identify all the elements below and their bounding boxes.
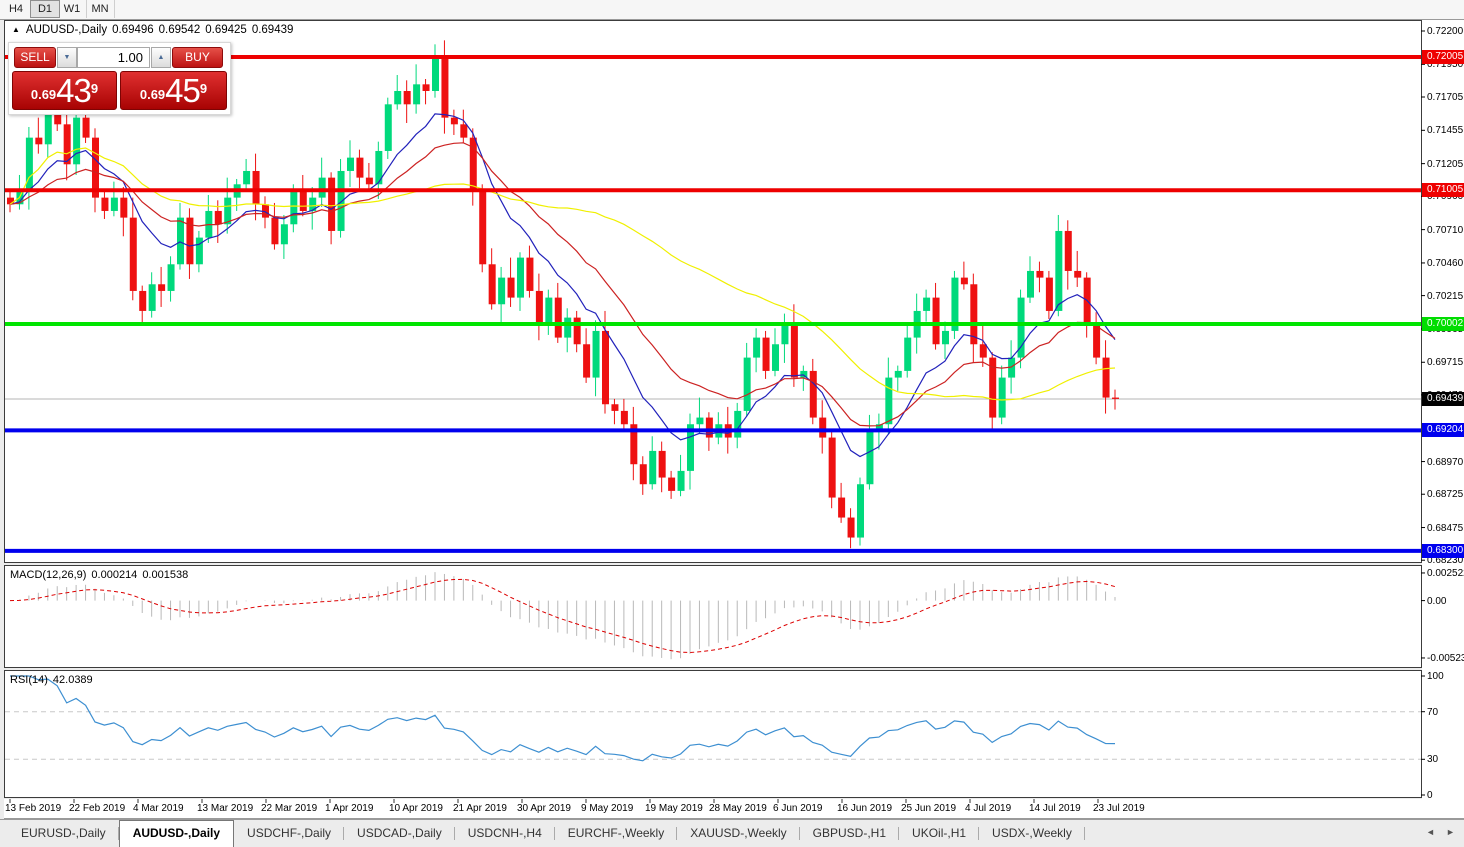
date-tick-label: 9 May 2019 — [581, 803, 634, 814]
rsi-label: RSI(14) 42.0389 — [10, 674, 98, 686]
date-tick-label: 19 May 2019 — [645, 803, 703, 814]
ohlc-low: 0.69425 — [205, 24, 247, 36]
macd-panel — [4, 565, 1422, 668]
chart-tab-bar: ◄ ► EURUSD-,Daily AUDUSD-,Daily USDCHF-,Da… — [0, 819, 1464, 847]
date-tick-label: 25 Jun 2019 — [901, 803, 957, 814]
rsi-scale-label: 100 — [1427, 671, 1444, 682]
price-level-badge: 0.71005 — [1422, 183, 1464, 198]
rsi-value: 42.0389 — [52, 674, 93, 686]
price-tick-label: 0.68970 — [1427, 456, 1464, 468]
price-level-badge: 0.69439 — [1422, 392, 1464, 407]
sell-price-button[interactable]: 0.69 43 9 — [12, 71, 117, 110]
macd-label: MACD(12,26,9) 0.000214 0.001538 — [10, 569, 193, 581]
price-level-badge: 0.69204 — [1422, 423, 1464, 438]
price-tick-label: 0.69715 — [1427, 357, 1464, 369]
chart-tab-eurchf-weekly[interactable]: EURCHF-,Weekly — [555, 821, 678, 845]
price-tick-label: 0.70460 — [1427, 257, 1464, 269]
buy-price-button[interactable]: 0.69 45 9 — [120, 71, 227, 110]
date-tick-label: 6 Jun 2019 — [773, 803, 823, 814]
price-level-badge: 0.68300 — [1422, 543, 1464, 558]
sell-button[interactable]: SELL — [14, 47, 56, 68]
timeframe-button-d1[interactable]: D1 — [30, 0, 60, 18]
ohlc-open: 0.69496 — [112, 24, 154, 36]
price-tick-label: 0.71705 — [1427, 91, 1464, 103]
date-tick-label: 10 Apr 2019 — [389, 803, 443, 814]
sell-price-big: 43 — [56, 72, 92, 109]
date-tick-label: 28 May 2019 — [709, 803, 767, 814]
price-chart-panel — [4, 20, 1422, 563]
date-axis — [4, 799, 1464, 819]
chart-tab-xauusd-weekly[interactable]: XAUUSD-,Weekly — [677, 821, 801, 845]
buy-price-prefix: 0.69 — [139, 87, 166, 102]
price-tick-label: 0.68725 — [1427, 489, 1464, 501]
price-level-badge: 0.72005 — [1422, 50, 1464, 64]
sell-price-prefix: 0.69 — [30, 87, 57, 102]
price-axis — [1422, 20, 1464, 799]
chart-tab-usdx-weekly[interactable]: USDX-,Weekly — [979, 821, 1085, 845]
chart-tab-eurusd-daily[interactable]: EURUSD-,Daily — [8, 821, 119, 845]
price-tick-label: 0.68475 — [1427, 522, 1464, 534]
volume-input[interactable] — [77, 47, 150, 68]
date-tick-label: 23 Jul 2019 — [1093, 803, 1145, 814]
timeframe-button-h4[interactable]: H4 — [2, 0, 31, 18]
date-tick-label: 22 Feb 2019 — [69, 803, 126, 814]
price-tick-label: 0.70710 — [1427, 224, 1464, 236]
chart-tab-ukoil-h1[interactable]: UKOil-,H1 — [899, 821, 980, 845]
timeframe-button-w1[interactable]: W1 — [58, 0, 87, 18]
chart-tab-audusd-daily[interactable]: AUDUSD-,Daily — [118, 820, 235, 847]
price-tick-label: 0.71455 — [1427, 125, 1464, 137]
date-tick-label: 1 Apr 2019 — [325, 803, 374, 814]
macd-scale-label: 0.002522 — [1427, 567, 1464, 579]
rsi-scale-label: 70 — [1427, 706, 1439, 718]
date-tick-label: 16 Jun 2019 — [837, 803, 893, 814]
timeframe-button-mn[interactable]: MN — [86, 0, 115, 18]
date-tick-label: 13 Feb 2019 — [5, 803, 62, 814]
collapse-trade-panel-icon[interactable]: ▲ — [12, 25, 20, 34]
chevron-up-icon: ▲ — [157, 54, 165, 61]
ohlc-high: 0.69542 — [158, 24, 201, 36]
price-tick-label: 0.68230 — [1427, 555, 1464, 567]
date-tick-label: 30 Apr 2019 — [517, 803, 571, 814]
date-tick-label: 21 Apr 2019 — [453, 803, 507, 814]
date-tick-label: 14 Jul 2019 — [1029, 803, 1081, 814]
macd-main-value: 0.000214 — [91, 569, 138, 581]
buy-price-pip: 9 — [199, 81, 208, 96]
volume-decrease-button[interactable]: ▼ — [57, 47, 77, 68]
date-tick-label: 4 Mar 2019 — [133, 803, 184, 814]
date-tick-label: 22 Mar 2019 — [261, 803, 318, 814]
rsi-scale-label: 30 — [1427, 754, 1439, 766]
price-tick-label: 0.71205 — [1427, 158, 1464, 170]
macd-scale-label: 0.00 — [1427, 595, 1447, 607]
chart-tab-usdchf-daily[interactable]: USDCHF-,Daily — [234, 821, 345, 845]
chart-symbol: AUDUSD-,Daily — [25, 24, 108, 36]
tab-scroll-left-icon[interactable]: ◄ — [1426, 827, 1435, 837]
buy-button[interactable]: BUY — [172, 47, 223, 68]
price-level-badge: 0.70002 — [1422, 316, 1464, 331]
chart-tab-usdcad-daily[interactable]: USDCAD-,Daily — [344, 821, 455, 845]
volume-increase-button[interactable]: ▲ — [151, 47, 171, 68]
macd-signal-value: 0.001538 — [142, 569, 189, 581]
macd-scale-label: -0.005234 — [1427, 652, 1464, 664]
sell-price-pip: 9 — [90, 81, 99, 96]
price-tick-label: 0.70215 — [1427, 290, 1464, 302]
rsi-panel — [4, 670, 1422, 798]
chevron-down-icon: ▼ — [63, 54, 71, 61]
chart-tab-usdcnh-h4[interactable]: USDCNH-,H4 — [455, 821, 555, 845]
chart-title: ▲ AUDUSD-,Daily 0.69496 0.69542 0.69425 0.694… — [12, 24, 298, 38]
rsi-name: RSI(14) — [10, 674, 48, 686]
price-tick-label: 0.71950 — [1427, 59, 1464, 71]
tab-scroll-right-icon[interactable]: ► — [1446, 827, 1455, 837]
date-tick-label: 13 Mar 2019 — [197, 803, 254, 814]
chart-tab-gbpusd-h1[interactable]: GBPUSD-,H1 — [800, 821, 900, 845]
timeframe-toolbar: H4 D1 W1 MN — [0, 0, 1464, 20]
date-tick-label: 4 Jul 2019 — [965, 803, 1012, 814]
buy-price-big: 45 — [165, 72, 201, 109]
rsi-scale-label: 0 — [1427, 790, 1433, 801]
ohlc-close: 0.69439 — [251, 24, 294, 36]
macd-name: MACD(12,26,9) — [10, 569, 87, 581]
price-tick-label: 0.72200 — [1427, 26, 1464, 37]
